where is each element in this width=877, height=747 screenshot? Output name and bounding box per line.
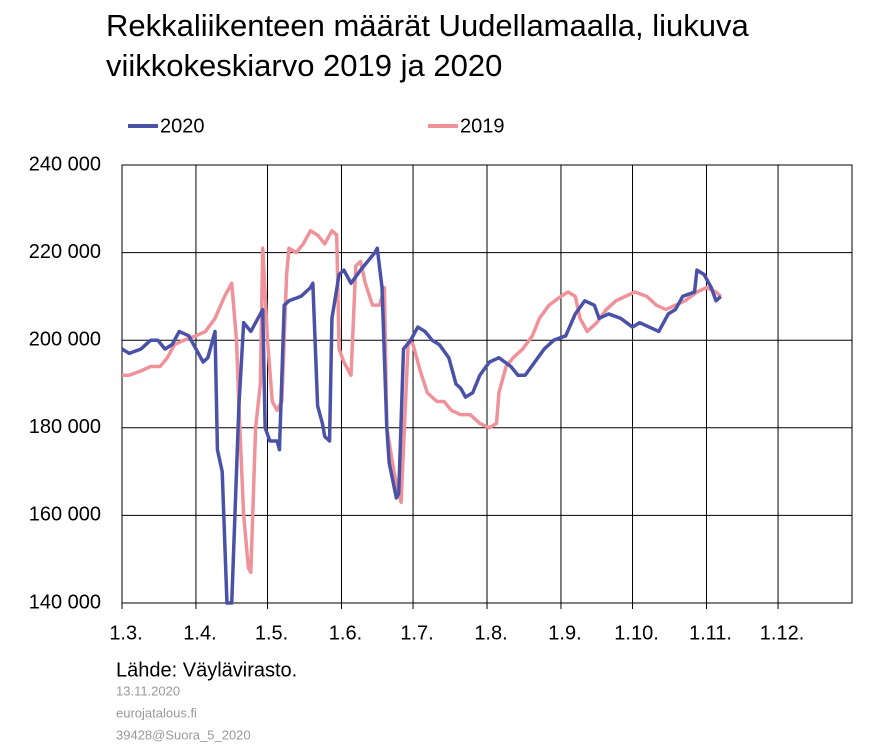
y-tick-label: 240 000	[29, 153, 101, 175]
line-series	[121, 246, 722, 605]
x-tick-label: 1.12.	[760, 622, 804, 644]
x-tick-label: 1.9.	[548, 622, 581, 644]
line-series	[122, 228, 722, 575]
y-tick-label: 180 000	[29, 416, 101, 438]
y-tick-label: 160 000	[29, 504, 101, 526]
legend-label: 2019	[460, 115, 505, 137]
x-tick-label: 1.11.	[689, 622, 732, 644]
y-tick-label: 200 000	[29, 328, 101, 350]
x-tick-label: 1.6.	[329, 622, 362, 644]
footnote: 13.11.2020	[116, 683, 180, 698]
source: Lähde: Väylävirasto.	[116, 659, 297, 681]
plot-border	[121, 164, 853, 604]
footnote: 39428@Suora_5_2020	[116, 727, 251, 742]
footnote: eurojatalous.fi	[116, 705, 197, 720]
x-tick-label: 1.7.	[400, 622, 433, 644]
legend-label: 2020	[160, 115, 205, 137]
x-tick-label: 1.5.	[255, 622, 288, 644]
x-tick-label: 1.8.	[474, 622, 507, 644]
y-tick-label: 140 000	[29, 591, 101, 613]
x-tick-label: 1.10.	[614, 622, 658, 644]
chart-title: Rekkaliikenteen määrät Uudellamaalla, li…	[106, 8, 749, 83]
x-tick-label: 1.4.	[183, 622, 216, 644]
x-tick-label: 1.3.	[109, 622, 142, 644]
y-tick-label: 220 000	[29, 241, 101, 263]
